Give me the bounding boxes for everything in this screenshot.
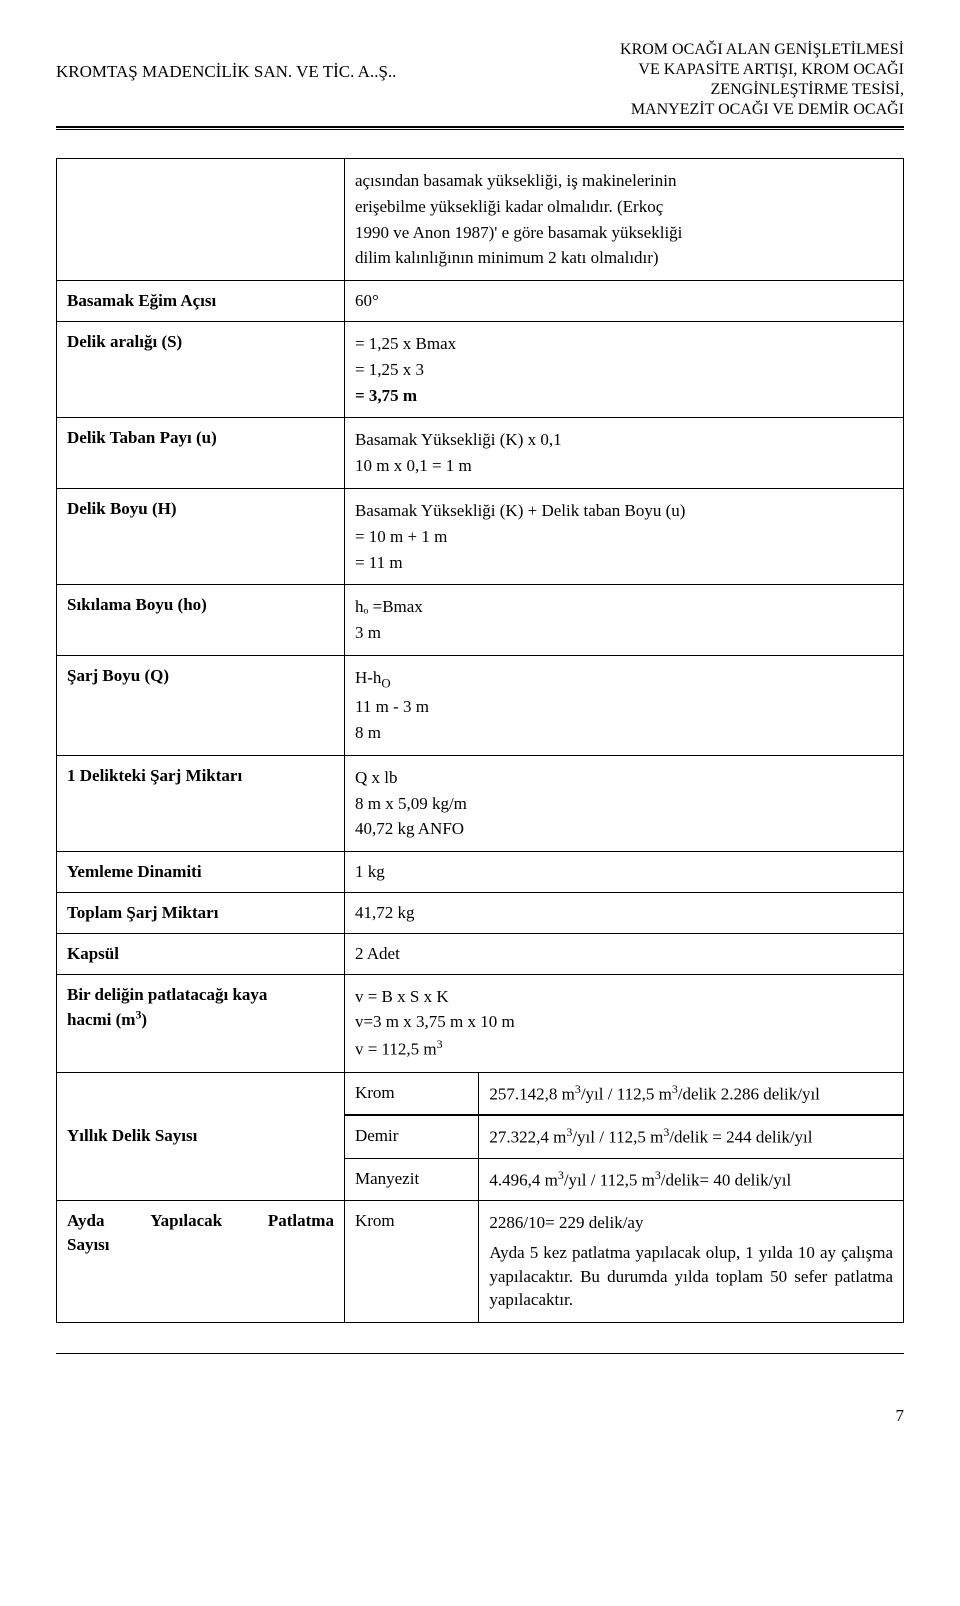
- sub-val: 27.322,4 m3/yıl / 112,5 m3/delik = 244 d…: [479, 1116, 903, 1157]
- row-label: Basamak Eğim Açısı: [57, 281, 345, 322]
- row-label: Delik Taban Payı (u): [57, 418, 345, 489]
- value-line: Basamak Yüksekliği (K) + Delik taban Boy…: [355, 499, 893, 523]
- row-label: Delik Boyu (H): [57, 488, 345, 584]
- value-line: = 10 m + 1 m: [355, 525, 893, 549]
- sub-val: 4.496,4 m3/yıl / 112,5 m3/delik= 40 deli…: [479, 1159, 903, 1200]
- row-label: Delik aralığı (S): [57, 321, 345, 417]
- row-value: v = B x S x K v=3 m x 3,75 m x 10 m v = …: [344, 974, 903, 1072]
- row-label: Kapsül: [57, 933, 345, 974]
- value-line: 40,72 kg ANFO: [355, 817, 893, 841]
- value-line: v=3 m x 3,75 m x 10 m: [355, 1010, 893, 1034]
- parameters-table: açısından basamak yüksekliği, iş makinel…: [56, 158, 904, 1323]
- table-row: Ayda Yapılacak PatlatmaSayısı Krom 2286/…: [57, 1200, 904, 1322]
- value-line: hₒ =Bmax: [355, 595, 893, 619]
- header-left: KROMTAŞ MADENCİLİK SAN. VE TİC. A..Ş..: [56, 40, 620, 84]
- table-row: Basamak Eğim Açısı 60°: [57, 281, 904, 322]
- row-label: Yıllık Delik Sayısı: [57, 1072, 345, 1200]
- table-row: Şarj Boyu (Q) H-hO 11 m - 3 m 8 m: [57, 655, 904, 755]
- value-line: 8 m: [355, 721, 893, 745]
- row-value: 2 Adet: [344, 933, 903, 974]
- value-line: Q x lb: [355, 766, 893, 790]
- table-row: Yıllık Delik Sayısı Krom 257.142,8 m3/yı…: [57, 1072, 904, 1115]
- row-label: Bir deliğin patlatacağı kaya hacmi (m3): [57, 974, 345, 1072]
- value-line: = 1,25 x Bmax: [355, 332, 893, 356]
- value-line: Basamak Yüksekliği (K) x 0,1: [355, 428, 893, 452]
- row-value: 1 kg: [344, 852, 903, 893]
- header-right-line: ZENGİNLEŞTİRME TESİSİ,: [620, 80, 904, 100]
- row-label: Ayda Yapılacak PatlatmaSayısı: [57, 1200, 345, 1322]
- table-row: 1 Delikteki Şarj Miktarı Q x lb 8 m x 5,…: [57, 755, 904, 851]
- table-row: Delik aralığı (S) = 1,25 x Bmax = 1,25 x…: [57, 321, 904, 417]
- row-value: Q x lb 8 m x 5,09 kg/m 40,72 kg ANFO: [344, 755, 903, 851]
- intro-line: 1990 ve Anon 1987)' e göre basamak yükse…: [355, 221, 893, 245]
- label-line: Bir deliğin patlatacağı kaya: [67, 985, 267, 1004]
- intro-line: erişebilme yüksekliği kadar olmalıdır. (…: [355, 195, 893, 219]
- footer-rule: [56, 1353, 904, 1354]
- sub-key: Krom: [345, 1201, 479, 1322]
- intro-line: açısından basamak yüksekliği, iş makinel…: [355, 169, 893, 193]
- row-label: Sıkılama Boyu (ho): [57, 585, 345, 656]
- intro-line: dilim kalınlığının minimum 2 katı olmalı…: [355, 246, 893, 270]
- sub-val: Ayda 5 kez patlatma yapılacak olup, 1 yı…: [489, 1241, 893, 1312]
- row-value: Basamak Yüksekliği (K) + Delik taban Boy…: [344, 488, 903, 584]
- value-line: = 1,25 x 3: [355, 358, 893, 382]
- header-right-line: VE KAPASİTE ARTIŞI, KROM OCAĞI: [620, 60, 904, 80]
- row-value: Basamak Yüksekliği (K) x 0,1 10 m x 0,1 …: [344, 418, 903, 489]
- row-value: H-hO 11 m - 3 m 8 m: [344, 655, 903, 755]
- sub-val: 2286/10= 229 delik/ay: [489, 1211, 893, 1235]
- row-label: Toplam Şarj Miktarı: [57, 892, 345, 933]
- page-header: KROMTAŞ MADENCİLİK SAN. VE TİC. A..Ş.. K…: [56, 40, 904, 120]
- value-line: 10 m x 0,1 = 1 m: [355, 454, 893, 478]
- sub-key: Demir: [345, 1116, 479, 1157]
- sub-key: Krom: [345, 1073, 479, 1115]
- table-row: açısından basamak yüksekliği, iş makinel…: [57, 159, 904, 281]
- value-line: 8 m x 5,09 kg/m: [355, 792, 893, 816]
- table-row: Kapsül 2 Adet: [57, 933, 904, 974]
- row-value: hₒ =Bmax 3 m: [344, 585, 903, 656]
- table-row: Toplam Şarj Miktarı 41,72 kg: [57, 892, 904, 933]
- value-line: 3 m: [355, 621, 893, 645]
- row-value: 60°: [344, 281, 903, 322]
- label-line: hacmi (m3): [67, 1010, 147, 1029]
- row-label: Yemleme Dinamiti: [57, 852, 345, 893]
- table-row: Bir deliğin patlatacağı kaya hacmi (m3) …: [57, 974, 904, 1072]
- row-value: 41,72 kg: [344, 892, 903, 933]
- table-row: Yemleme Dinamiti 1 kg: [57, 852, 904, 893]
- header-rule-bold: [56, 126, 904, 128]
- value-line: v = B x S x K: [355, 985, 893, 1009]
- header-right-line: KROM OCAĞI ALAN GENİŞLETİLMESİ: [620, 40, 904, 60]
- table-row: Delik Boyu (H) Basamak Yüksekliği (K) + …: [57, 488, 904, 584]
- header-right: KROM OCAĞI ALAN GENİŞLETİLMESİ VE KAPASİ…: [620, 40, 904, 120]
- row-label: Şarj Boyu (Q): [57, 655, 345, 755]
- value-line: H-hO: [355, 666, 893, 693]
- value-line: 11 m - 3 m: [355, 695, 893, 719]
- row-value: = 1,25 x Bmax = 1,25 x 3 = 3,75 m: [344, 321, 903, 417]
- sub-key: Manyezit: [345, 1159, 479, 1200]
- value-line: v = 112,5 m3: [355, 1036, 893, 1061]
- sub-val: 257.142,8 m3/yıl / 112,5 m3/delik 2.286 …: [479, 1073, 903, 1115]
- header-rule-thin: [56, 129, 904, 130]
- value-line: = 11 m: [355, 551, 893, 575]
- table-row: Delik Taban Payı (u) Basamak Yüksekliği …: [57, 418, 904, 489]
- row-label: 1 Delikteki Şarj Miktarı: [57, 755, 345, 851]
- header-right-line: MANYEZİT OCAĞI VE DEMİR OCAĞI: [620, 100, 904, 120]
- table-row: Sıkılama Boyu (ho) hₒ =Bmax 3 m: [57, 585, 904, 656]
- page-number: 7: [56, 1404, 904, 1428]
- value-line: = 3,75 m: [355, 384, 893, 408]
